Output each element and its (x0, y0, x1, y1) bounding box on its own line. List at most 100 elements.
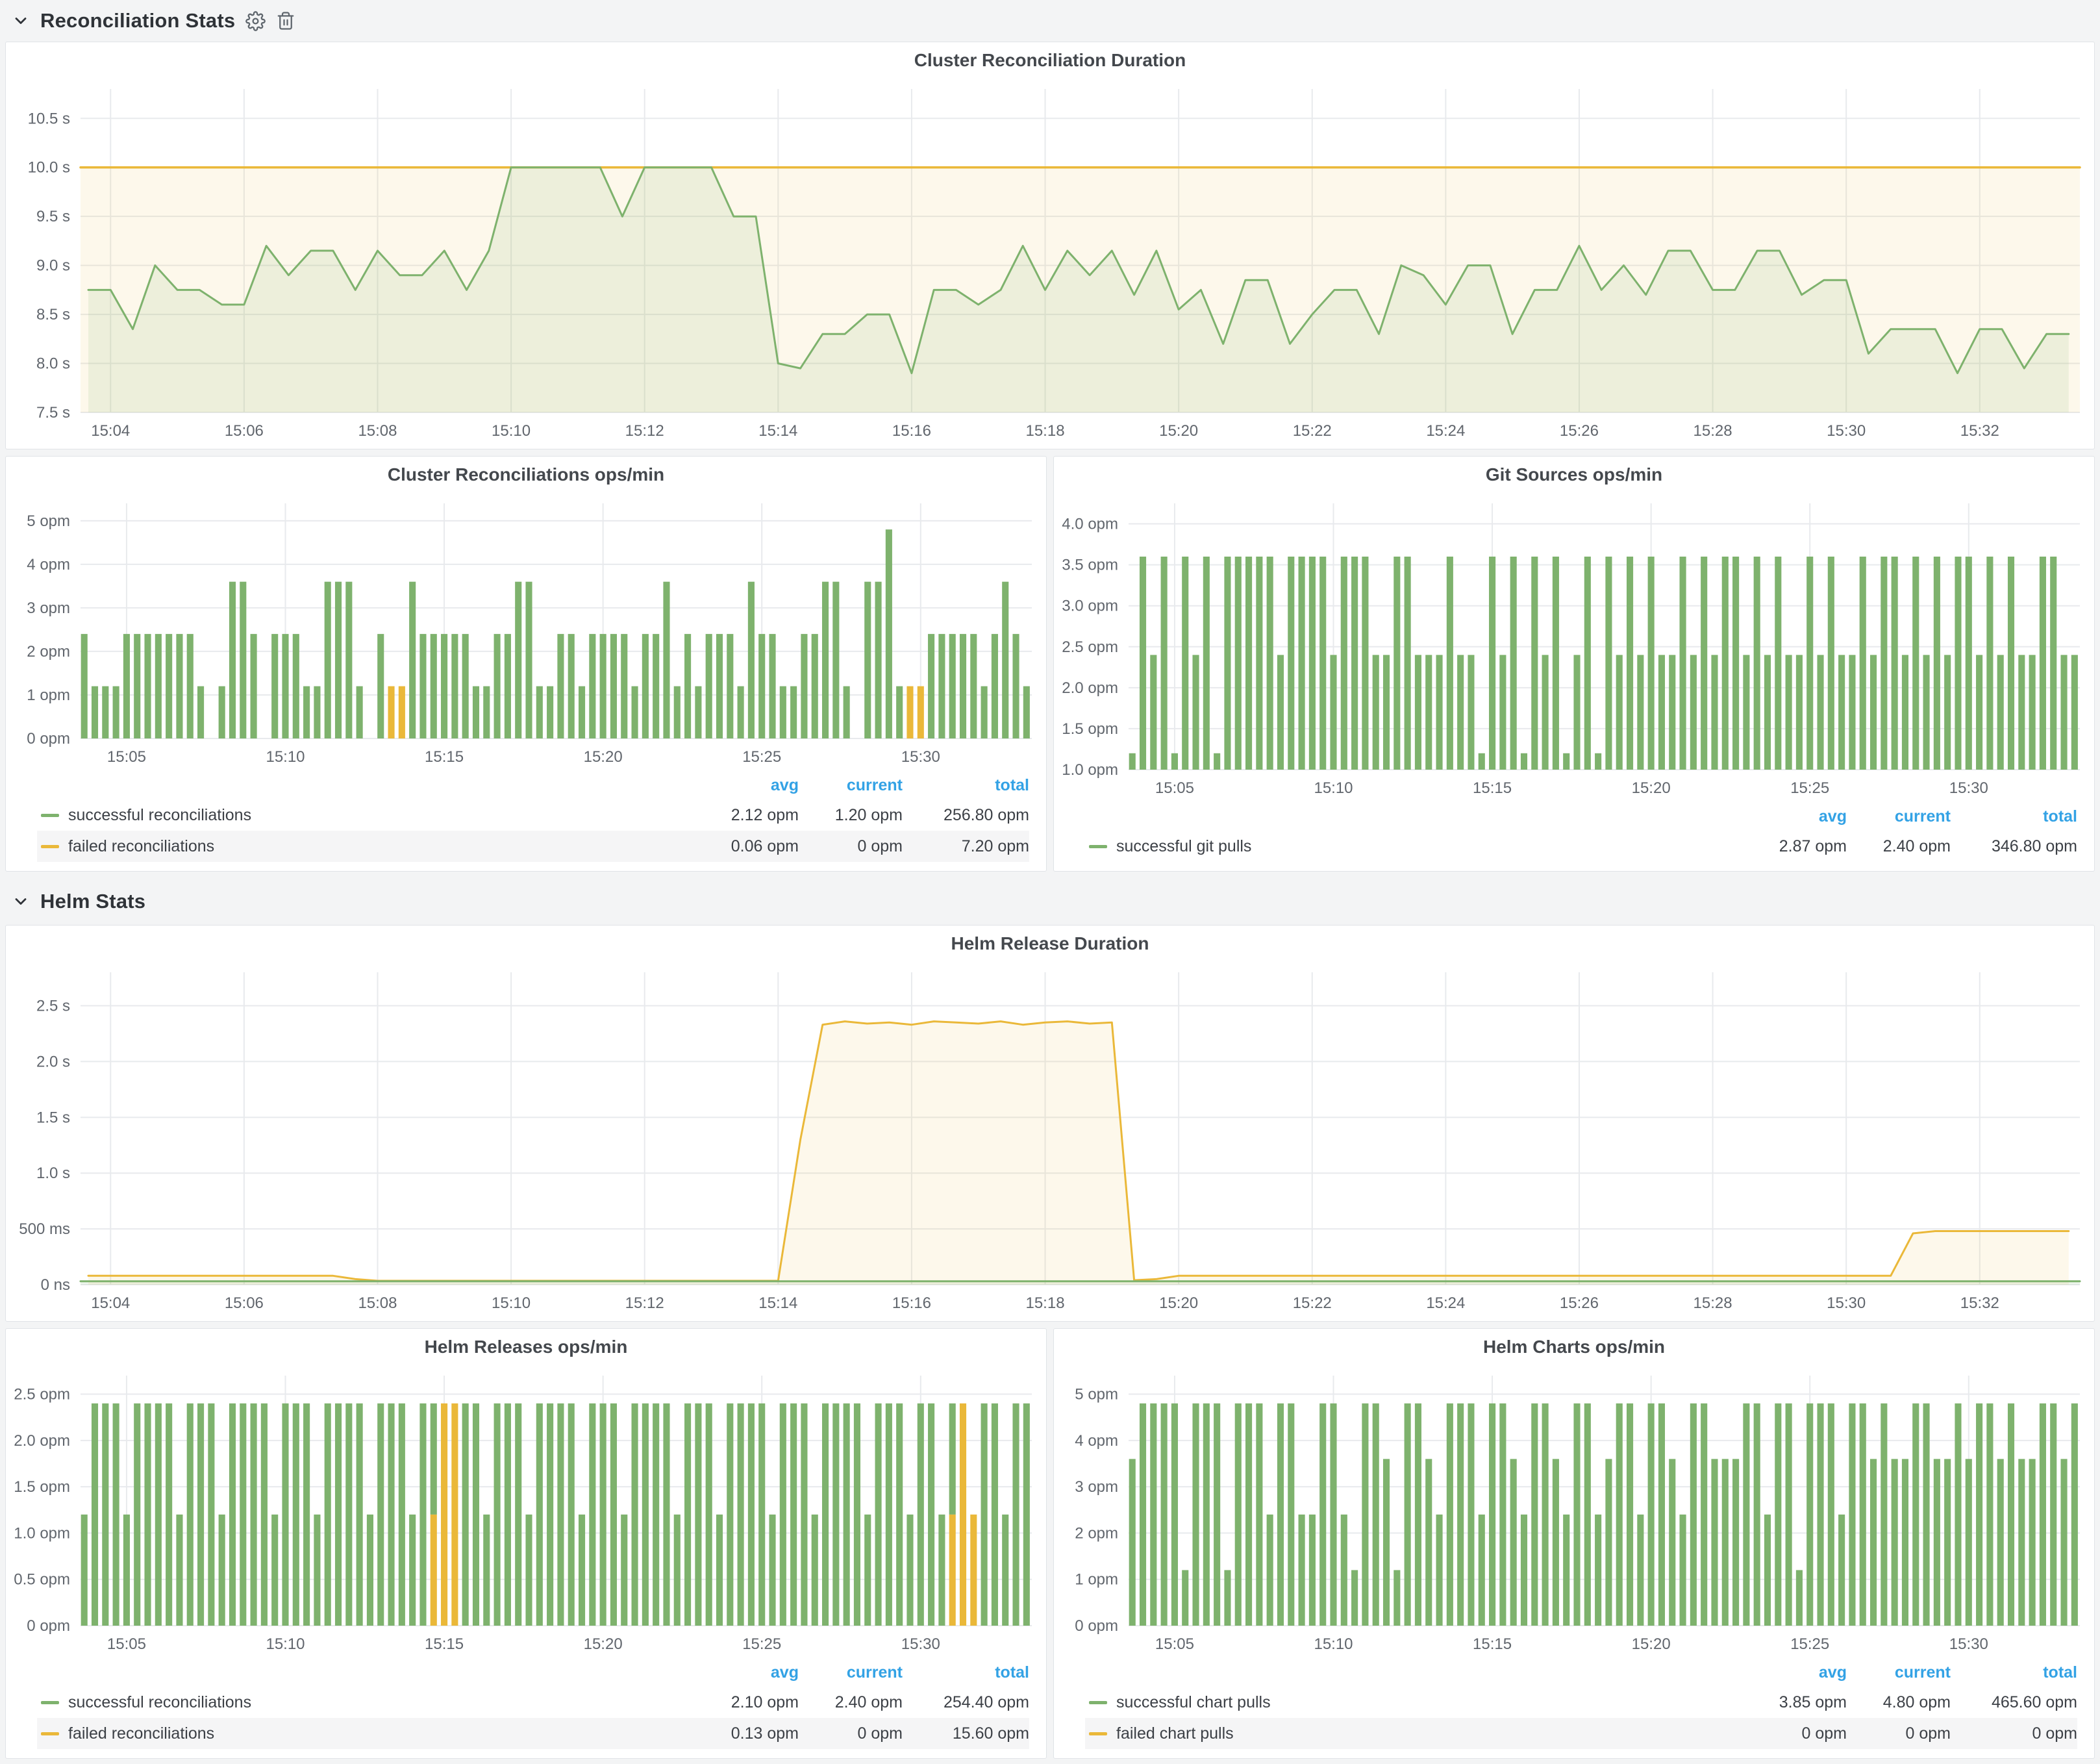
cluster-reconciliation-duration-svg[interactable]: 7.5 s 8.0 s 8.5 s 9.0 s 9.5 s 10.0 s 10.5 s 15:… (6, 79, 2094, 444)
successful-git-pulls-bar[interactable] (1869, 655, 1877, 770)
successful-reconciliations-bar[interactable] (112, 1403, 119, 1626)
successful-chart-pulls-bar[interactable] (1404, 1403, 1411, 1626)
successful-reconciliations-bar[interactable] (102, 1403, 109, 1626)
successful-reconciliations-bar[interactable] (737, 686, 744, 738)
helm-charts-opm-svg[interactable]: 0 opm 1 opm 2 opm 3 opm 4 opm 5 opm 15:05 15:10… (1054, 1365, 2094, 1657)
successful-reconciliations-bar[interactable] (314, 1514, 321, 1626)
successful-git-pulls-bar[interactable] (1330, 655, 1337, 770)
successful-reconciliations-bar[interactable] (282, 1403, 289, 1626)
successful-chart-pulls-bar[interactable] (1266, 1514, 1273, 1626)
successful-reconciliations-bar[interactable] (409, 1514, 416, 1626)
successful-reconciliations-bar[interactable] (123, 1514, 130, 1626)
successful-chart-pulls-bar[interactable] (1764, 1514, 1771, 1626)
trash-icon[interactable] (276, 11, 295, 31)
successful-chart-pulls-bar[interactable] (1573, 1403, 1581, 1626)
helm-charts-opm-chart[interactable]: 0 opm 1 opm 2 opm 3 opm 4 opm 5 opm 15:05 15:10… (1054, 1365, 2094, 1657)
successful-chart-pulls-bar[interactable] (1330, 1403, 1337, 1626)
successful-git-pulls-bar[interactable] (1340, 557, 1347, 770)
successful-chart-pulls-bar[interactable] (1605, 1459, 1612, 1626)
successful-chart-pulls-bar[interactable] (1817, 1403, 1824, 1626)
failed-reconciliations-bar[interactable] (906, 686, 914, 738)
successful-reconciliations-bar[interactable] (218, 686, 225, 738)
successful-reconciliations-bar[interactable] (102, 686, 109, 738)
successful-reconciliations-bar[interactable] (885, 529, 892, 738)
successful-reconciliations-bar[interactable] (811, 634, 818, 738)
successful-reconciliations-bar[interactable] (864, 581, 871, 738)
successful-git-pulls-bar[interactable] (1319, 557, 1327, 770)
successful-reconciliations-bar[interactable] (663, 1403, 670, 1626)
successful-reconciliations-bar[interactable] (324, 581, 331, 738)
successful-git-pulls-bar[interactable] (1690, 655, 1697, 770)
successful-reconciliations-bar[interactable] (186, 634, 194, 738)
successful-reconciliations-bar[interactable] (229, 1403, 236, 1626)
successful-git-pulls-bar[interactable] (1616, 655, 1623, 770)
successful-git-pulls-bar[interactable] (1382, 655, 1390, 770)
successful-git-pulls-bar[interactable] (1997, 655, 2004, 770)
successful-reconciliations-bar[interactable] (345, 581, 353, 738)
successful-chart-pulls-bar[interactable] (1362, 1403, 1369, 1626)
successful-reconciliations-bar[interactable] (504, 634, 511, 738)
legend-column-total[interactable]: total (2043, 807, 2077, 825)
successful-reconciliations-bar[interactable] (525, 1514, 532, 1626)
successful-reconciliations-bar[interactable] (303, 686, 310, 738)
successful-git-pulls-bar[interactable] (2007, 557, 2015, 770)
legend-series-label[interactable]: successful git pulls (1116, 837, 1252, 855)
successful-reconciliations-bar[interactable] (621, 634, 628, 738)
legend-column-avg[interactable]: avg (770, 775, 799, 794)
successful-chart-pulls-bar[interactable] (1478, 1514, 1485, 1626)
legend-series-label[interactable]: failed chart pulls (1116, 1724, 1234, 1743)
legend-column-total[interactable]: total (995, 775, 1029, 794)
successful-reconciliations-bar[interactable] (1012, 1403, 1019, 1626)
successful-chart-pulls-bar[interactable] (1150, 1403, 1157, 1626)
successful-reconciliations-bar[interactable] (166, 634, 173, 738)
successful-reconciliations-bar[interactable] (653, 634, 660, 738)
successful-chart-pulls-bar[interactable] (1955, 1403, 1962, 1626)
successful-chart-pulls-bar[interactable] (1795, 1570, 1803, 1626)
successful-chart-pulls-bar[interactable] (1933, 1459, 1940, 1626)
successful-chart-pulls-bar[interactable] (1637, 1514, 1644, 1626)
successful-chart-pulls-bar[interactable] (1647, 1403, 1655, 1626)
successful-reconciliations-bar[interactable] (547, 686, 554, 738)
successful-reconciliations-bar[interactable] (1023, 686, 1030, 738)
successful-chart-pulls-bar[interactable] (1340, 1514, 1347, 1626)
successful-git-pulls-bar[interactable] (2018, 655, 2025, 770)
successful-reconciliations-bar[interactable] (472, 1403, 480, 1626)
successful-reconciliations-bar[interactable] (864, 1514, 871, 1626)
git-sources-opm-svg[interactable]: 1.0 opm 1.5 opm 2.0 opm 2.5 opm 3.0 opm 3.5 o… (1054, 493, 2094, 801)
successful-chart-pulls-bar[interactable] (1457, 1403, 1464, 1626)
successful-reconciliations-bar[interactable] (705, 1403, 712, 1626)
successful-reconciliations-bar[interactable] (568, 634, 575, 738)
successful-reconciliations-bar[interactable] (345, 1403, 353, 1626)
successful-reconciliations-bar[interactable] (155, 634, 162, 738)
successful-git-pulls-bar[interactable] (1298, 557, 1305, 770)
successful-git-pulls-bar[interactable] (1817, 655, 1824, 770)
successful-reconciliations-bar[interactable] (642, 634, 649, 738)
successful-git-pulls-bar[interactable] (1891, 557, 1898, 770)
successful-git-pulls-bar[interactable] (1404, 557, 1411, 770)
successful-chart-pulls-bar[interactable] (1531, 1403, 1538, 1626)
successful-reconciliations-bar[interactable] (536, 686, 543, 738)
successful-chart-pulls-bar[interactable] (1891, 1459, 1898, 1626)
successful-reconciliations-bar[interactable] (970, 634, 977, 738)
successful-reconciliations-bar[interactable] (991, 634, 998, 738)
successful-chart-pulls-bar[interactable] (2039, 1403, 2046, 1626)
successful-chart-pulls-bar[interactable] (2018, 1459, 2025, 1626)
legend-series-label[interactable]: failed reconciliations (68, 837, 215, 855)
successful-git-pulls-bar[interactable] (1881, 557, 1888, 770)
successful-chart-pulls-bar[interactable] (1298, 1514, 1305, 1626)
successful-reconciliations-bar[interactable] (578, 686, 586, 738)
successful-reconciliations-bar[interactable] (240, 581, 247, 738)
successful-git-pulls-bar[interactable] (1849, 655, 1856, 770)
successful-chart-pulls-bar[interactable] (1414, 1403, 1421, 1626)
successful-reconciliations-bar[interactable] (144, 1403, 151, 1626)
successful-reconciliations-bar[interactable] (790, 1403, 797, 1626)
successful-git-pulls-bar[interactable] (1859, 557, 1866, 770)
successful-reconciliations-bar[interactable] (144, 634, 151, 738)
successful-reconciliations-bar[interactable] (938, 1514, 945, 1626)
successful-chart-pulls-bar[interactable] (1732, 1459, 1740, 1626)
successful-reconciliations-bar[interactable] (292, 634, 299, 738)
successful-git-pulls-bar[interactable] (1266, 557, 1273, 770)
successful-reconciliations-bar[interactable] (938, 634, 945, 738)
successful-reconciliations-bar[interactable] (260, 1403, 268, 1626)
successful-reconciliations-bar[interactable] (282, 634, 289, 738)
